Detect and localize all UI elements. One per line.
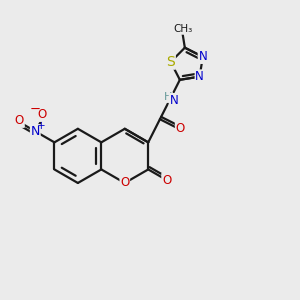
Text: N: N	[169, 94, 178, 107]
Text: N: N	[195, 70, 204, 83]
Text: N: N	[198, 50, 207, 63]
Text: +: +	[38, 121, 46, 131]
Text: O: O	[176, 122, 185, 135]
Text: O: O	[15, 114, 24, 127]
Text: CH₃: CH₃	[173, 24, 192, 34]
Text: −: −	[30, 103, 41, 116]
Text: O: O	[162, 173, 171, 187]
Text: O: O	[120, 176, 129, 190]
Text: H: H	[164, 92, 172, 102]
Text: N: N	[31, 125, 40, 138]
Text: O: O	[37, 108, 46, 121]
Text: S: S	[166, 55, 175, 69]
